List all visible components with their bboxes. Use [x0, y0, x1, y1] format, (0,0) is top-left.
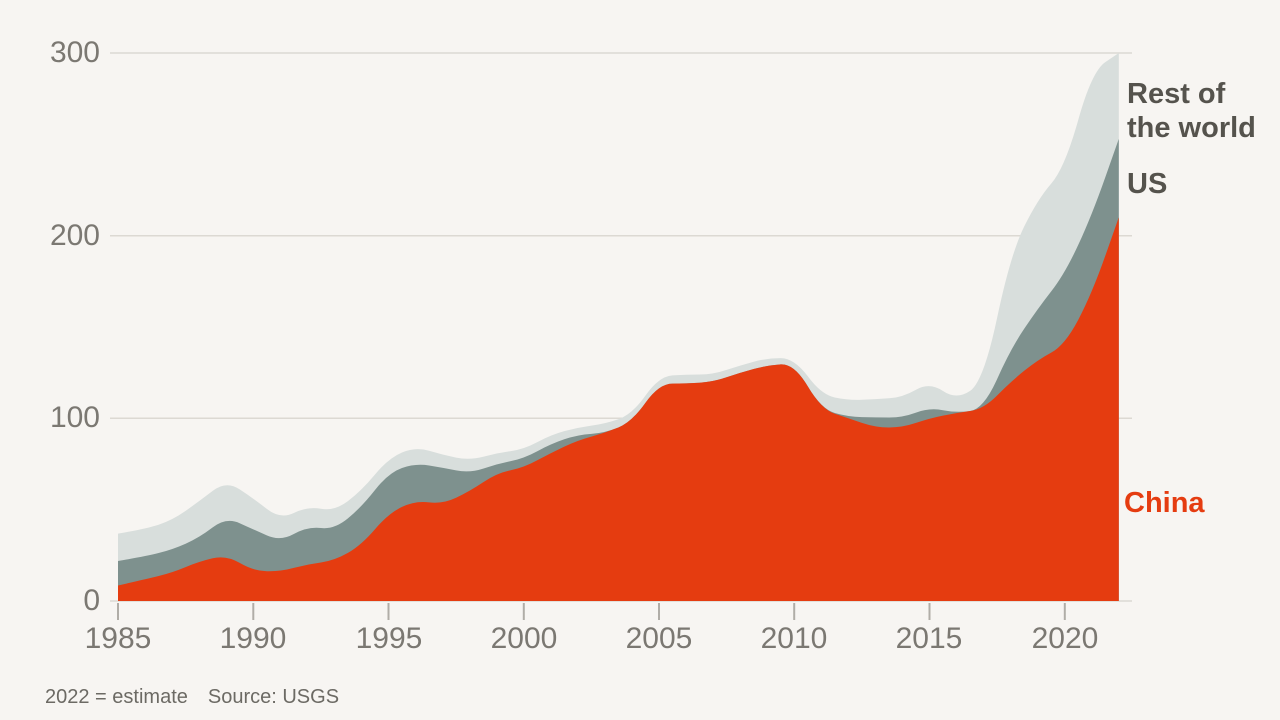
x-tick-label-1985: 1985 — [84, 622, 152, 655]
footnote-text: 2022 = estimate — [45, 686, 188, 708]
series-label-rest-of-world: Rest of the world — [1127, 78, 1256, 144]
y-tick-label-300: 300 — [49, 36, 100, 69]
x-tick-label-1995: 1995 — [355, 622, 423, 655]
y-tick-label-100: 100 — [49, 401, 100, 434]
y-tick-label-0: 0 — [83, 584, 100, 617]
y-tick-label-200: 200 — [49, 219, 100, 252]
x-tick-label-2005: 2005 — [625, 622, 693, 655]
chart-footer: 2022 = estimate Source: USGS — [45, 686, 339, 709]
series-label-china: China — [1124, 487, 1205, 519]
x-tick-label-2015: 2015 — [895, 622, 963, 655]
source-text: Source: USGS — [207, 686, 340, 708]
area-china — [118, 217, 1119, 601]
x-tick-label-2020: 2020 — [1031, 622, 1099, 655]
x-tick-label-2000: 2000 — [490, 622, 558, 655]
x-tick-label-1990: 1990 — [219, 622, 287, 655]
x-tick-label-2010: 2010 — [760, 622, 828, 655]
series-label-us: US — [1127, 168, 1168, 200]
